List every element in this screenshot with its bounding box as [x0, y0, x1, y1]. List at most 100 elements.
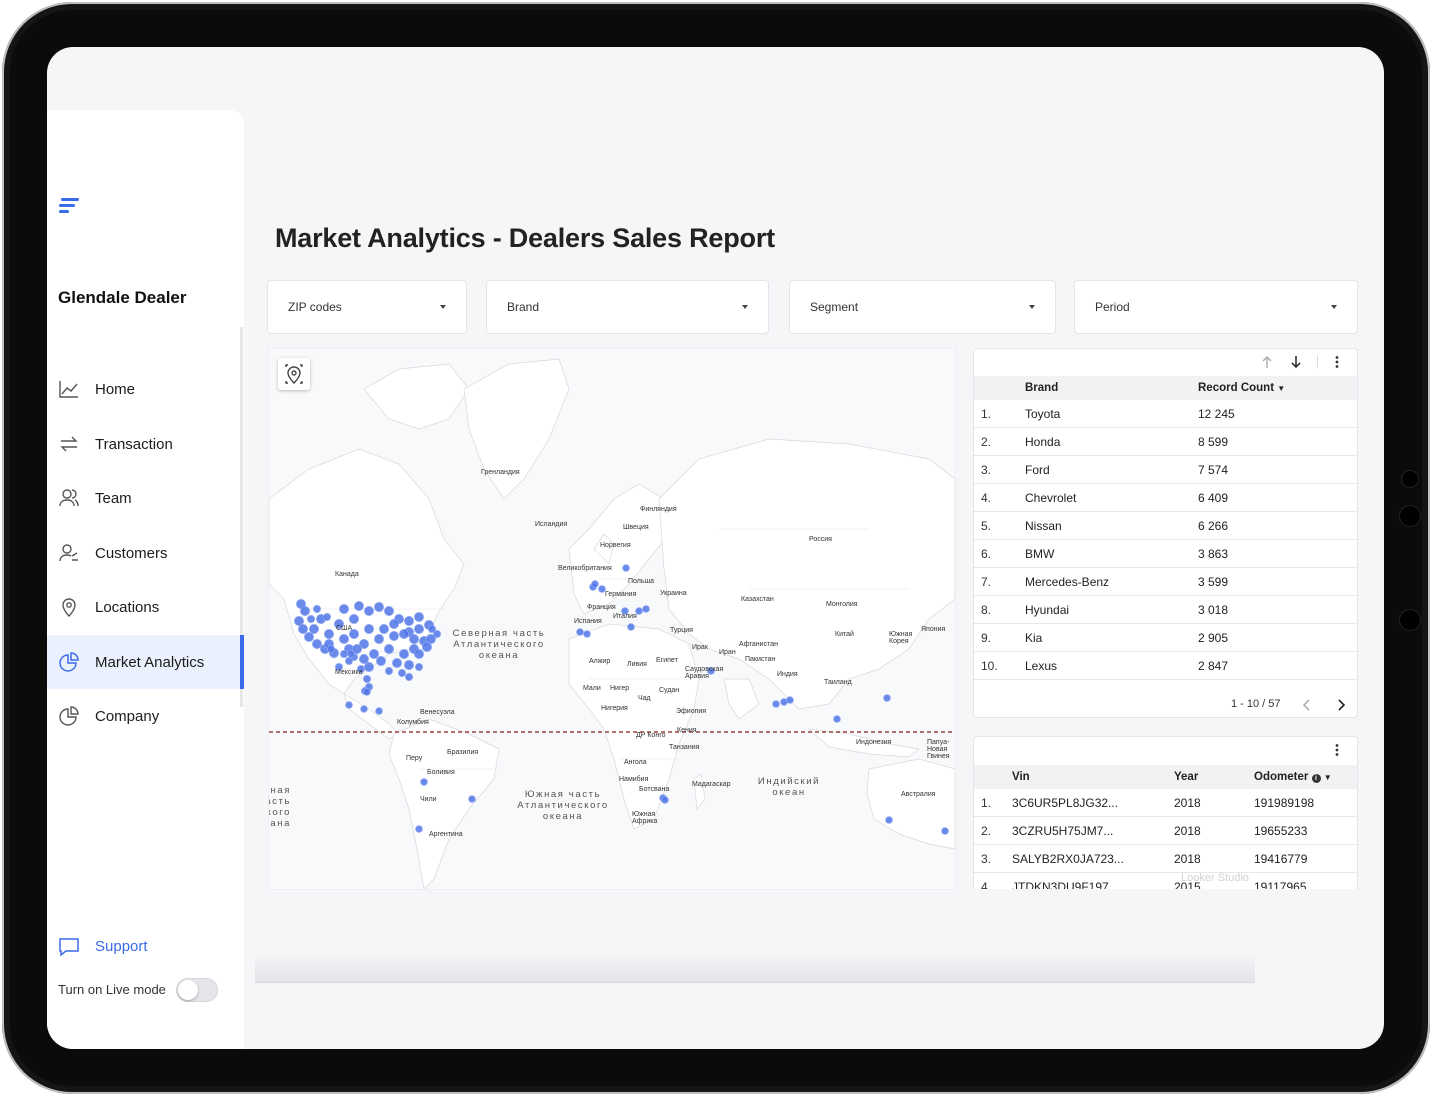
more-options-icon[interactable]: [1334, 355, 1340, 369]
sales-marker[interactable]: [324, 628, 335, 639]
sales-marker[interactable]: [420, 778, 428, 786]
table-row[interactable]: 1. Toyota 12 245: [974, 400, 1357, 428]
locate-button[interactable]: [278, 358, 310, 390]
sales-marker[interactable]: [375, 707, 383, 715]
sales-marker[interactable]: [374, 601, 385, 612]
sales-marker[interactable]: [359, 653, 370, 664]
sales-marker[interactable]: [414, 662, 423, 671]
table-row[interactable]: 2. 3CZRU5H75JM7... 2018 19655233: [974, 816, 1357, 845]
table-row[interactable]: 3. SALYB2RX0JA723... 2018 19416779: [974, 844, 1357, 873]
sales-marker[interactable]: [576, 628, 584, 636]
sales-marker[interactable]: [339, 603, 350, 614]
sales-marker[interactable]: [885, 816, 893, 824]
sales-marker[interactable]: [369, 648, 380, 659]
live-mode-toggle[interactable]: [176, 978, 218, 1002]
sales-marker[interactable]: [335, 662, 344, 671]
table-row[interactable]: 4. JTDKN3DU9F197... 2015 19117965: [974, 872, 1357, 889]
table-row[interactable]: 4. Chevrolet 6 409: [974, 483, 1357, 512]
sales-marker[interactable]: [349, 628, 360, 639]
sales-marker[interactable]: [293, 615, 304, 626]
sales-marker[interactable]: [403, 659, 414, 670]
sidebar-item-company[interactable]: Company: [47, 689, 244, 744]
sales-marker[interactable]: [313, 604, 322, 613]
column-header-vin[interactable]: Vin: [1011, 765, 1173, 789]
column-header-brand[interactable]: Brand: [1024, 376, 1197, 400]
sales-marker[interactable]: [398, 648, 409, 659]
sales-marker[interactable]: [379, 623, 390, 634]
sales-marker[interactable]: [389, 630, 400, 641]
sidebar-item-customers[interactable]: Customers: [47, 526, 244, 581]
sales-marker[interactable]: [312, 638, 323, 649]
sales-marker[interactable]: [307, 614, 316, 623]
sales-marker[interactable]: [334, 618, 345, 629]
more-options-icon[interactable]: [1334, 743, 1340, 757]
table-row[interactable]: 1. 3C6UR5PL8JG32... 2018 191989198: [974, 789, 1357, 817]
sales-marker[interactable]: [384, 643, 395, 654]
sales-marker[interactable]: [635, 607, 643, 615]
sales-marker[interactable]: [364, 605, 375, 616]
sales-marker[interactable]: [397, 668, 406, 677]
sales-marker[interactable]: [340, 649, 349, 658]
sales-marker[interactable]: [345, 701, 353, 709]
sales-marker[interactable]: [432, 629, 441, 638]
sales-marker[interactable]: [413, 623, 424, 634]
table-row[interactable]: 8. Hyundai 3 018: [974, 595, 1357, 624]
sales-marker[interactable]: [661, 796, 669, 804]
sidebar-item-locations[interactable]: Locations: [47, 580, 244, 635]
sales-marker[interactable]: [385, 666, 394, 675]
sales-marker[interactable]: [359, 638, 370, 649]
sales-marker[interactable]: [323, 612, 332, 621]
sales-marker[interactable]: [642, 605, 650, 613]
sort-ascending-icon[interactable]: [1261, 355, 1273, 369]
sidebar-item-transaction[interactable]: Transaction: [47, 417, 244, 472]
sales-marker[interactable]: [345, 656, 354, 665]
sales-marker[interactable]: [392, 657, 403, 668]
sidebar-scrollbar[interactable]: [240, 327, 243, 707]
sales-marker[interactable]: [404, 672, 413, 681]
sales-marker[interactable]: [425, 633, 436, 644]
sales-marker[interactable]: [427, 624, 436, 633]
sales-marker[interactable]: [415, 825, 423, 833]
sales-marker[interactable]: [352, 643, 363, 654]
sales-marker[interactable]: [583, 630, 591, 638]
sales-marker[interactable]: [707, 667, 715, 675]
world-map[interactable]: Гренландия Исландия Финляндия Швеция Нор…: [268, 348, 956, 890]
sales-marker[interactable]: [413, 648, 424, 659]
sales-marker[interactable]: [389, 618, 400, 629]
sales-marker[interactable]: [364, 661, 375, 672]
sales-marker[interactable]: [384, 605, 395, 616]
chevron-left-icon[interactable]: [1302, 699, 1312, 711]
sales-marker[interactable]: [403, 615, 414, 626]
sidebar-item-market-analytics[interactable]: Market Analytics: [47, 634, 244, 689]
table-row[interactable]: 10. Lexus 2 847: [974, 651, 1357, 680]
sales-marker[interactable]: [421, 641, 432, 652]
sort-descending-icon[interactable]: [1290, 355, 1302, 369]
sales-marker[interactable]: [786, 696, 794, 704]
column-header-year[interactable]: Year: [1173, 765, 1253, 789]
column-header-record-count[interactable]: Record Count ▼: [1197, 376, 1357, 400]
sales-marker[interactable]: [327, 644, 336, 653]
table-row[interactable]: 5. Nissan 6 266: [974, 511, 1357, 540]
sales-marker[interactable]: [627, 623, 635, 631]
table-row[interactable]: 6. BMW 3 863: [974, 539, 1357, 568]
sales-marker[interactable]: [833, 715, 841, 723]
chevron-right-icon[interactable]: [1336, 699, 1346, 711]
sales-marker[interactable]: [374, 633, 385, 644]
sales-marker[interactable]: [354, 600, 365, 611]
table-row[interactable]: 2. Honda 8 599: [974, 427, 1357, 456]
sales-marker[interactable]: [304, 631, 315, 642]
filter-zip-codes[interactable]: ZIP codes: [267, 280, 467, 334]
filter-brand[interactable]: Brand: [486, 280, 769, 334]
sidebar-item-team[interactable]: Team: [47, 471, 244, 526]
sales-marker[interactable]: [363, 674, 372, 683]
filter-segment[interactable]: Segment: [789, 280, 1056, 334]
table-row[interactable]: 9. Kia 2 905: [974, 623, 1357, 652]
table-row[interactable]: 7. Mercedes-Benz 3 599: [974, 567, 1357, 596]
sales-marker[interactable]: [598, 585, 606, 593]
sales-marker[interactable]: [941, 827, 949, 835]
sales-marker[interactable]: [591, 580, 599, 588]
sales-marker[interactable]: [468, 795, 476, 803]
sales-marker[interactable]: [349, 613, 360, 624]
sales-marker[interactable]: [376, 655, 387, 666]
sales-marker[interactable]: [398, 628, 409, 639]
